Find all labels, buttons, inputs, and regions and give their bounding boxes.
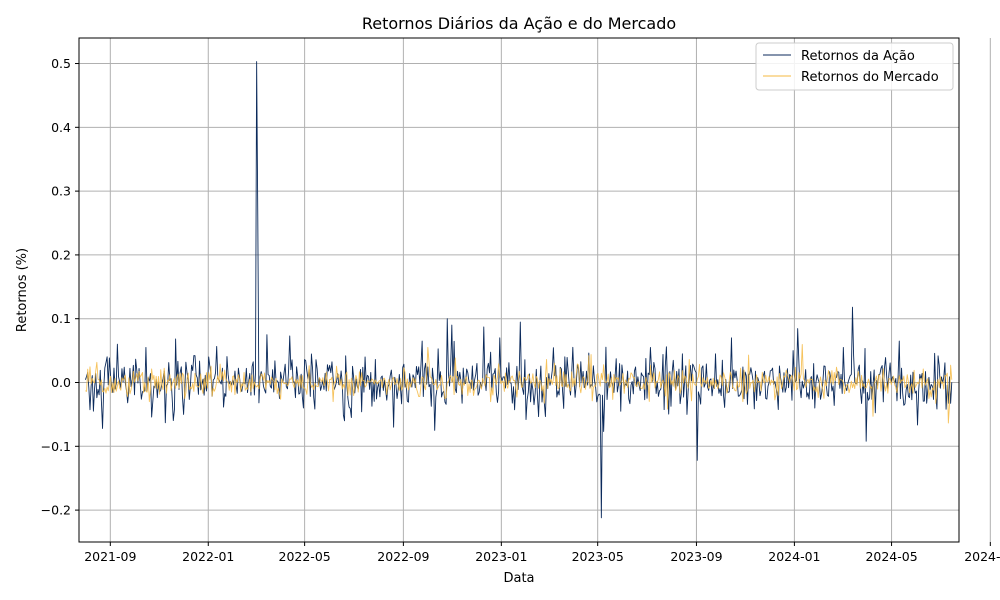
x-tick-label: 2021-09 xyxy=(84,549,136,564)
y-tick-label: 0.5 xyxy=(51,56,71,71)
y-tick-label: −0.1 xyxy=(41,439,71,454)
series-line-market xyxy=(85,344,953,424)
legend-box xyxy=(755,42,954,91)
x-tick-label: 2024-05 xyxy=(865,549,917,564)
legend-label-stock: Retornos da Ação xyxy=(801,49,915,64)
ticks: 2021-09 2022-01 2022-05 2022-09 2023-01 2023-… xyxy=(41,56,1000,564)
legend-label-market: Retornos do Mercado xyxy=(801,70,939,85)
y-tick-label: 0.1 xyxy=(51,311,71,326)
x-tick-label: 2023-09 xyxy=(670,549,722,564)
y-axis-label: Retornos (%) xyxy=(15,248,30,332)
chart-title: Retornos Diários da Ação e do Mercado xyxy=(362,14,676,33)
y-tick-label: −0.2 xyxy=(41,503,71,518)
y-tick-label: 0.4 xyxy=(51,120,71,135)
x-tick-label: 2022-09 xyxy=(377,549,429,564)
legend: Retornos da Ação Retornos do Mercado xyxy=(755,42,954,91)
x-axis-label: Data xyxy=(503,571,534,586)
x-tick-label: 2023-05 xyxy=(572,549,624,564)
x-tick-label: 2024-09 xyxy=(964,549,1000,564)
x-tick-label: 2023-01 xyxy=(475,549,527,564)
y-tick-label: 0.2 xyxy=(51,247,71,262)
y-tick-label: 0.3 xyxy=(51,184,71,199)
x-tick-label: 2022-01 xyxy=(182,549,234,564)
x-tick-label: 2022-05 xyxy=(279,549,331,564)
y-tick-label: 0.0 xyxy=(51,375,71,390)
x-tick-label: 2024-01 xyxy=(768,549,820,564)
series-layer xyxy=(84,61,953,519)
plot-frame xyxy=(78,37,960,543)
